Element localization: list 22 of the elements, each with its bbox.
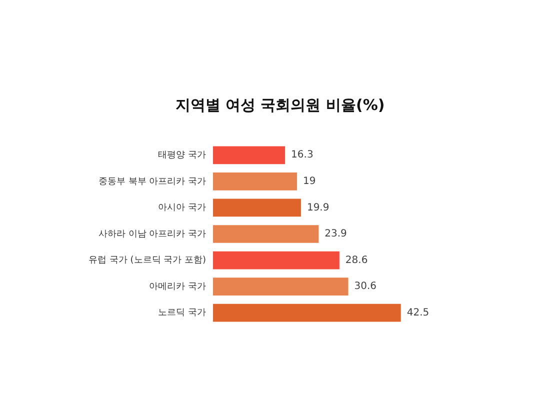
y-tick-label: 사하라 이남 아프리카 국가 [98,229,206,240]
data-label: 30.6 [354,281,377,292]
data-label: 42.5 [406,307,430,318]
bar [213,146,286,164]
bar [213,251,340,270]
bar [213,278,348,296]
data-label: 28.6 [345,254,368,266]
y-tick-label: 유럽 국가 (노르딕 국가 포함) [88,256,206,266]
bar [213,304,401,322]
y-tick-label: 중동부 북부 아프리카 국가 [98,176,206,187]
y-tick-label: 태평양 국가 [158,150,206,160]
bar [213,172,297,190]
y-tick-label: 아메리카 국가 [149,282,206,292]
y-tick-label: 노르딕 국가 [158,308,206,318]
data-label: 19 [302,176,316,188]
data-label: 16.3 [291,150,314,161]
data-label: 23.9 [324,228,347,240]
data-label: 19.9 [306,202,330,214]
bar [213,225,319,243]
y-tick-label: 아시아 국가 [158,203,206,214]
chart-title: 지역별 여성 국회의원 비율(%) [175,96,385,114]
bar [213,198,301,217]
